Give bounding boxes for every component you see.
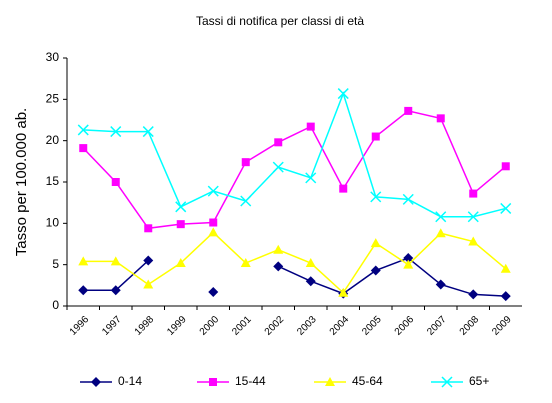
point [403, 259, 414, 269]
point [370, 191, 382, 203]
point [241, 158, 250, 167]
x-tick-label: 2008 [458, 314, 482, 338]
x-tick-label: 2006 [393, 314, 417, 338]
x-tick-label: 2007 [425, 314, 449, 338]
point [111, 178, 120, 186]
x-tick-label: 1997 [100, 314, 124, 338]
y-tick-label: 20 [46, 133, 60, 147]
y-tick-label: 15 [46, 174, 60, 188]
series-line [83, 91, 506, 218]
y-tick-label: 25 [46, 92, 60, 106]
y-axis-label: Tasso per 100.000 ab. [13, 108, 30, 256]
point [110, 126, 122, 138]
legend-label: 15-44 [235, 374, 266, 388]
point [142, 126, 154, 138]
x-tick-label: 2002 [263, 314, 287, 338]
point [274, 138, 283, 147]
legend-label: 0-14 [118, 374, 142, 388]
point [337, 88, 349, 100]
point [273, 244, 284, 254]
point [468, 236, 479, 246]
point [175, 258, 186, 268]
point [207, 185, 219, 197]
point [305, 276, 316, 287]
point [209, 218, 218, 227]
point [143, 255, 154, 266]
point [208, 286, 219, 297]
point [500, 202, 512, 214]
point [77, 124, 89, 136]
point [339, 184, 348, 193]
point [338, 287, 349, 297]
y-tick-label: 5 [52, 257, 59, 271]
x-tick-label: 2003 [295, 314, 319, 338]
legend-marker [91, 377, 101, 387]
point [240, 258, 251, 268]
legend-label: 45-64 [352, 374, 383, 388]
point [436, 114, 445, 123]
y-tick-label: 0 [52, 298, 59, 312]
chart-title: Tassi di notifica per classi di età [196, 14, 364, 28]
y-tick-label: 10 [46, 216, 60, 230]
legend-marker [209, 378, 217, 386]
point [273, 261, 284, 272]
x-tick-label: 2001 [230, 314, 254, 338]
point [110, 256, 121, 266]
point [500, 263, 511, 273]
point [402, 193, 414, 205]
point [272, 161, 284, 173]
x-tick-label: 1998 [133, 314, 157, 338]
x-tick-label: 2005 [360, 314, 384, 338]
point [78, 256, 89, 266]
x-tick-label: 2009 [490, 314, 514, 338]
y-tick-label: 30 [46, 50, 60, 64]
x-tick-label: 2000 [198, 314, 222, 338]
point [469, 189, 478, 198]
point [501, 162, 510, 171]
point [403, 253, 414, 264]
x-tick-label: 1999 [165, 314, 189, 338]
series-line [82, 110, 507, 230]
point [176, 220, 185, 229]
legend-marker [441, 376, 453, 388]
series-line [83, 231, 507, 294]
point [467, 211, 479, 223]
point [370, 238, 381, 248]
point [435, 211, 447, 223]
point [435, 228, 446, 238]
point [175, 201, 187, 213]
x-tick-label: 1996 [68, 314, 92, 338]
point [500, 291, 511, 302]
legend-marker [325, 377, 335, 386]
legend-label: 65+ [469, 374, 489, 388]
point [306, 122, 315, 131]
point [240, 195, 252, 207]
point [305, 172, 317, 184]
point [404, 106, 413, 115]
point [144, 224, 153, 233]
point [79, 144, 88, 153]
point [78, 285, 89, 296]
point [143, 279, 154, 289]
point [305, 258, 316, 268]
point [468, 289, 479, 300]
point [208, 227, 219, 237]
point [370, 265, 381, 276]
x-tick-label: 2004 [328, 314, 352, 338]
point [435, 279, 446, 290]
point [371, 132, 380, 141]
point [110, 285, 121, 296]
